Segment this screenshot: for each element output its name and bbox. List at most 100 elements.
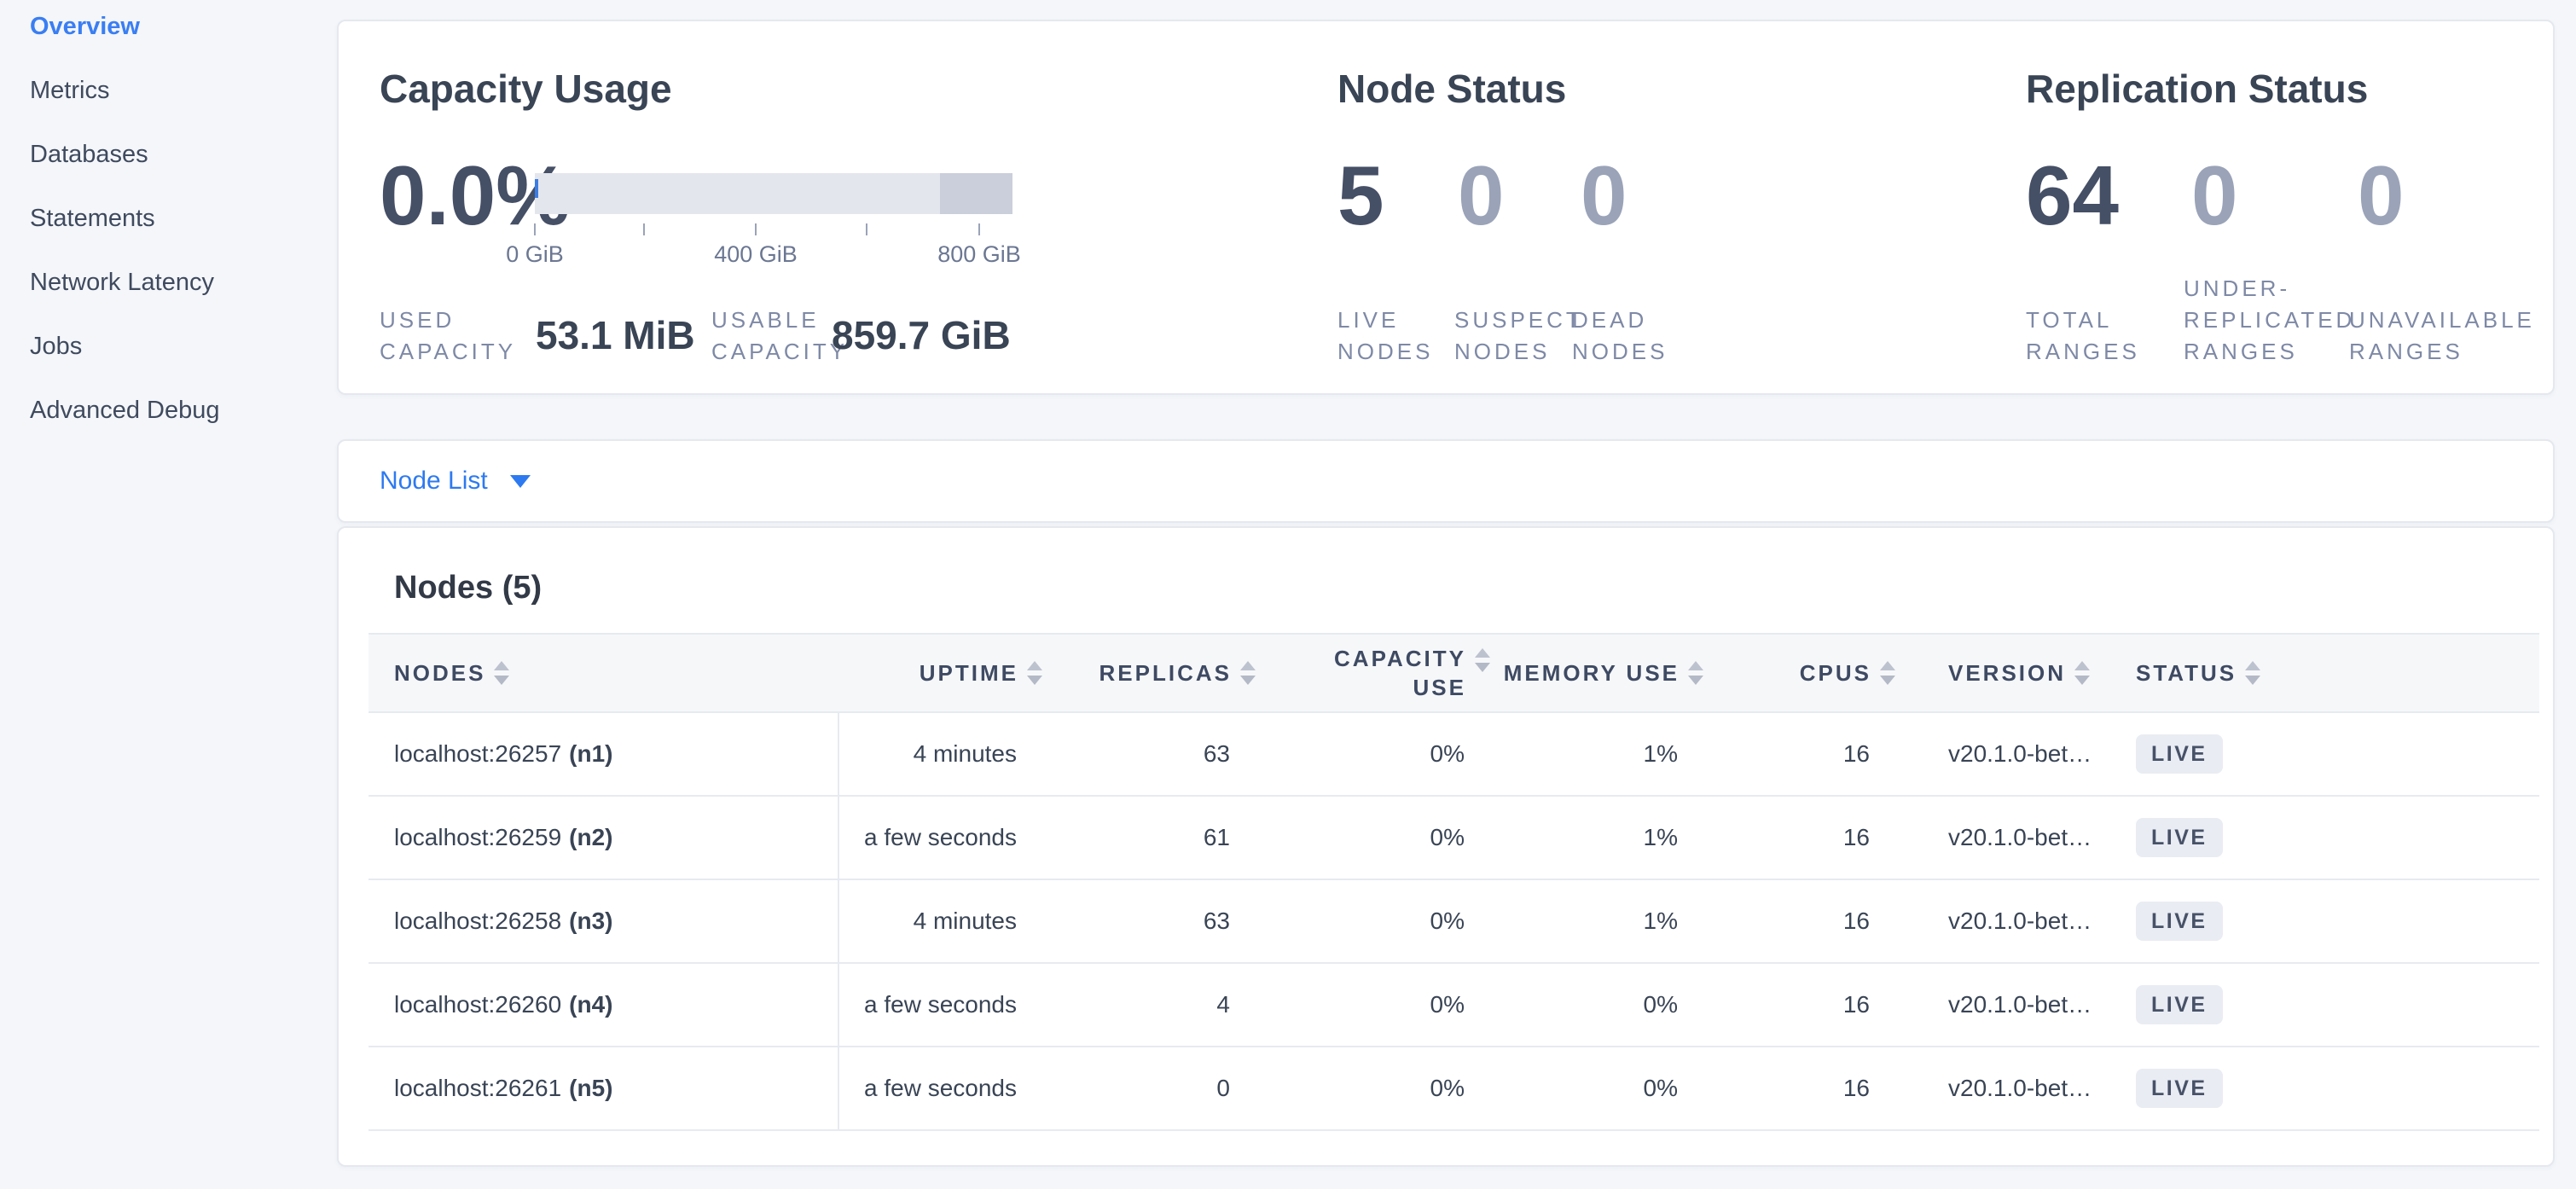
- sidebar-item-network-latency[interactable]: Network Latency: [30, 269, 214, 296]
- status-badge: LIVE: [2136, 902, 2223, 941]
- column-header-capacity-use[interactable]: CAPACITY USE: [1256, 635, 1490, 711]
- sort-icon: [1688, 661, 1703, 685]
- sidebar-item-overview[interactable]: Overview: [30, 13, 140, 40]
- axis-tick: [534, 223, 536, 235]
- status-cell: LIVE: [2126, 880, 2539, 962]
- sidebar-item-databases[interactable]: Databases: [30, 141, 148, 168]
- under-replicated-ranges-count: 0: [2191, 148, 2238, 242]
- axis-tick: [978, 223, 980, 235]
- unavailable-ranges-label: UNAVAILABLE RANGES: [2349, 307, 2535, 364]
- node-address-cell[interactable]: localhost:26257 (n1): [368, 713, 839, 795]
- live-nodes-label: LIVE NODES: [1337, 307, 1434, 364]
- sort-icon: [2245, 661, 2261, 685]
- node-list-dropdown-label: Node List: [380, 467, 488, 495]
- total-ranges-label: TOTAL RANGES: [2026, 307, 2140, 364]
- sort-icon: [1027, 661, 1042, 685]
- uptime-cell: a few seconds: [864, 991, 1017, 1018]
- node-address-cell[interactable]: localhost:26258 (n3): [368, 880, 839, 962]
- sidebar: Overview Metrics Databases Statements Ne…: [0, 0, 337, 1189]
- cpus-cell: 16: [1842, 740, 1870, 767]
- memory-use-cell: 1%: [1643, 740, 1678, 767]
- version-cell: v20.1.0-bet…: [1948, 740, 2092, 767]
- status-cell: LIVE: [2126, 713, 2539, 795]
- axis-tick: [866, 223, 867, 235]
- table-row: localhost:26260 (n4) a few seconds 4 0% …: [368, 964, 2539, 1047]
- axis-label-800: 800 GiB: [937, 241, 1021, 267]
- total-ranges-count: 64: [2026, 148, 2120, 242]
- nodes-table-card: Nodes (5) NODES UPTIME REPLICAS CAPACITY…: [337, 526, 2555, 1167]
- sidebar-item-jobs[interactable]: Jobs: [30, 333, 83, 360]
- memory-use-cell: 0%: [1643, 1075, 1678, 1101]
- capacity-use-cell: 0%: [1430, 740, 1465, 767]
- column-header-memory-use[interactable]: MEMORY USE: [1490, 635, 1703, 711]
- replicas-cell: 4: [1216, 991, 1230, 1018]
- version-cell: v20.1.0-bet…: [1948, 991, 2092, 1018]
- nodes-table-heading: Nodes (5): [394, 570, 542, 606]
- table-row: localhost:26257 (n1) 4 minutes 63 0% 1% …: [368, 713, 2539, 797]
- column-header-nodes[interactable]: NODES: [368, 635, 839, 711]
- axis-tick: [755, 223, 757, 235]
- sidebar-item-metrics[interactable]: Metrics: [30, 77, 110, 104]
- cpus-cell: 16: [1842, 1075, 1870, 1101]
- used-capacity-label: USED CAPACITY: [380, 307, 517, 364]
- cpus-cell: 16: [1842, 991, 1870, 1018]
- sidebar-item-statements[interactable]: Statements: [30, 205, 155, 232]
- nodes-table-header: NODES UPTIME REPLICAS CAPACITY USE MEMOR…: [368, 633, 2539, 713]
- status-badge: LIVE: [2136, 985, 2223, 1024]
- uptime-cell: a few seconds: [864, 1075, 1017, 1101]
- live-nodes-count: 5: [1337, 148, 1384, 242]
- status-badge: LIVE: [2136, 818, 2223, 857]
- sidebar-item-advanced-debug[interactable]: Advanced Debug: [30, 397, 220, 424]
- column-header-version[interactable]: VERSION: [1895, 635, 2126, 711]
- capacity-usage-bar: [535, 173, 1012, 214]
- view-selector-card: Node List: [337, 439, 2555, 523]
- replicas-cell: 0: [1216, 1075, 1230, 1101]
- memory-use-cell: 1%: [1643, 824, 1678, 850]
- suspect-nodes-label: SUSPECT NODES: [1454, 307, 1583, 364]
- cpus-cell: 16: [1842, 824, 1870, 850]
- node-address-cell[interactable]: localhost:26261 (n5): [368, 1047, 839, 1129]
- replicas-cell: 63: [1203, 740, 1230, 767]
- column-header-replicas[interactable]: REPLICAS: [1042, 635, 1256, 711]
- table-row: localhost:26259 (n2) a few seconds 61 0%…: [368, 797, 2539, 880]
- used-capacity-marker: [535, 179, 538, 198]
- usable-capacity-value: 859.7 GiB: [832, 313, 1011, 357]
- sort-icon: [1880, 661, 1895, 685]
- column-header-status[interactable]: STATUS: [2126, 635, 2539, 711]
- replicas-cell: 61: [1203, 824, 1230, 850]
- chevron-down-icon: [509, 474, 531, 488]
- column-header-uptime[interactable]: UPTIME: [839, 635, 1042, 711]
- capacity-usage-title: Capacity Usage: [380, 67, 672, 111]
- capacity-use-cell: 0%: [1430, 908, 1465, 934]
- sort-icon: [2074, 661, 2091, 685]
- table-row: localhost:26258 (n3) 4 minutes 63 0% 1% …: [368, 880, 2539, 964]
- uptime-cell: a few seconds: [864, 824, 1017, 850]
- version-cell: v20.1.0-bet…: [1948, 908, 2092, 934]
- node-address-cell[interactable]: localhost:26259 (n2): [368, 797, 839, 879]
- node-address-cell[interactable]: localhost:26260 (n4): [368, 964, 839, 1046]
- axis-tick: [643, 223, 645, 235]
- nodes-table: NODES UPTIME REPLICAS CAPACITY USE MEMOR…: [368, 633, 2539, 1131]
- replicas-cell: 63: [1203, 908, 1230, 934]
- column-header-cpus[interactable]: CPUS: [1703, 635, 1895, 711]
- capacity-use-cell: 0%: [1430, 824, 1465, 850]
- version-cell: v20.1.0-bet…: [1948, 1075, 2092, 1101]
- axis-label-0: 0 GiB: [506, 241, 564, 267]
- node-status-title: Node Status: [1337, 67, 1567, 111]
- version-cell: v20.1.0-bet…: [1948, 824, 2092, 850]
- usable-capacity-label: USABLE CAPACITY: [711, 307, 849, 364]
- memory-use-cell: 1%: [1643, 908, 1678, 934]
- status-badge: LIVE: [2136, 734, 2223, 774]
- uptime-cell: 4 minutes: [913, 908, 1017, 934]
- suspect-nodes-count: 0: [1458, 148, 1505, 242]
- capacity-use-cell: 0%: [1430, 1075, 1465, 1101]
- node-list-dropdown[interactable]: Node List: [380, 467, 531, 496]
- table-row: localhost:26261 (n5) a few seconds 0 0% …: [368, 1047, 2539, 1131]
- cluster-summary-card: Capacity Usage 0.0% 0 GiB 400 GiB 800 Gi…: [337, 20, 2555, 395]
- replication-status-title: Replication Status: [2026, 67, 2369, 111]
- sort-icon: [494, 661, 510, 685]
- cpus-cell: 16: [1842, 908, 1870, 934]
- dead-nodes-count: 0: [1581, 148, 1627, 242]
- sort-icon: [1240, 661, 1256, 685]
- used-capacity-value: 53.1 MiB: [536, 313, 695, 357]
